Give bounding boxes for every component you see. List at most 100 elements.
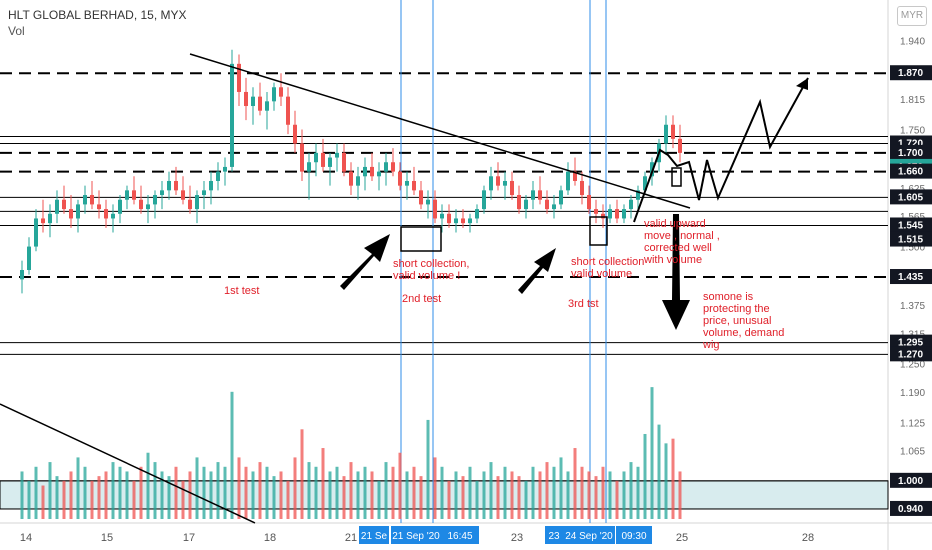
volume-bar (62, 480, 66, 519)
volume-bar (650, 387, 654, 519)
projection-arrowhead (796, 78, 808, 90)
candle (69, 195, 73, 228)
candle (83, 185, 87, 214)
candle (496, 162, 500, 191)
candle-body (671, 124, 675, 139)
candle-body (230, 63, 234, 167)
candle-body (678, 138, 682, 153)
candle-body (580, 180, 584, 196)
candle-body (90, 195, 94, 205)
candle (447, 204, 451, 228)
candle-body (223, 166, 227, 172)
candle (419, 180, 423, 210)
volume-bar (489, 462, 493, 519)
candle-body (174, 180, 178, 191)
volume-bar (601, 466, 605, 519)
candle (258, 82, 262, 116)
volume-bar (307, 462, 311, 519)
annotation-valid-upward: valid upward move , normal , corrected w… (644, 218, 720, 266)
currency-button[interactable]: MYR (897, 6, 927, 26)
candle-body (132, 190, 136, 200)
candle-body (195, 195, 199, 210)
candle-body (524, 199, 528, 210)
candle (251, 87, 255, 125)
annotation-short-collection-2: short collection valid volume (571, 256, 645, 280)
volume-bar (258, 462, 262, 519)
price-tag: 1.870 (890, 65, 932, 81)
time-tag-label: 21 Sep '20 (392, 531, 440, 542)
price-tick-label: 1.250 (900, 360, 925, 371)
volume-bar (293, 457, 297, 519)
volume-bar (20, 471, 24, 519)
volume-bar (251, 471, 255, 519)
thick-up-arrow (518, 248, 556, 294)
volume-bar (48, 462, 52, 519)
candle (664, 115, 668, 153)
candle (328, 152, 332, 186)
price-tick-label: 1.190 (900, 388, 925, 399)
price-tag-bg (890, 65, 932, 81)
volume-bar (510, 471, 514, 519)
volume-bar (153, 462, 157, 519)
time-tag-label: 24 Sep '20 (565, 531, 613, 542)
candle (153, 190, 157, 219)
candle (279, 73, 283, 107)
candle (48, 204, 52, 238)
candle (391, 148, 395, 177)
candle-body (160, 190, 164, 196)
price-tick-label: 1.815 (900, 95, 925, 106)
annotation-2nd-test: 2nd test (402, 293, 442, 305)
time-tag: 21 Se (359, 526, 389, 544)
candle-body (496, 176, 500, 186)
candle-body (76, 204, 80, 219)
candle-body (244, 91, 248, 107)
candle-body (636, 190, 640, 200)
time-tag-bg (441, 526, 479, 544)
candle (272, 82, 276, 111)
candle (188, 185, 192, 214)
candle (160, 180, 164, 210)
candle-body (62, 199, 66, 210)
volume-bar (440, 466, 444, 519)
annotation-short-collection-1: short collection, valid volume ! (393, 258, 470, 282)
price-tag-bg (890, 346, 932, 362)
time-tag-label: 23 (548, 531, 560, 542)
candle (111, 204, 115, 233)
time-tag: 09:30 (616, 526, 652, 544)
candle-body (517, 195, 521, 210)
volume-bar (405, 471, 409, 519)
price-tag-bg (890, 144, 932, 160)
candle (594, 199, 598, 224)
candle-body (300, 143, 304, 172)
candle-body (258, 96, 262, 111)
candle-body (118, 199, 122, 214)
volume-bar (503, 466, 507, 519)
candle-body (321, 152, 325, 167)
candle-body (615, 209, 619, 219)
candle-body (419, 190, 423, 205)
candle (307, 152, 311, 200)
volume-bar (657, 424, 661, 519)
candle (671, 115, 675, 149)
volume-bar (83, 466, 87, 519)
time-tick-label: 15 (101, 532, 113, 544)
candle-body (167, 180, 171, 191)
candle-body (202, 190, 206, 196)
volume-bar (391, 466, 395, 519)
volume-bar (454, 471, 458, 519)
volume-bar (559, 457, 563, 519)
candle (377, 162, 381, 191)
volume-bar (349, 462, 353, 519)
candle (580, 171, 584, 205)
candle (468, 213, 472, 233)
volume-bar (314, 466, 318, 519)
volume-bar (328, 471, 332, 519)
candle (426, 190, 430, 219)
candle-body (510, 180, 514, 196)
candle (517, 185, 521, 214)
price-tick-label: 1.940 (900, 36, 925, 47)
volume-bar (132, 480, 136, 519)
volume-bar (370, 471, 374, 519)
price-tag-bg (890, 231, 932, 247)
